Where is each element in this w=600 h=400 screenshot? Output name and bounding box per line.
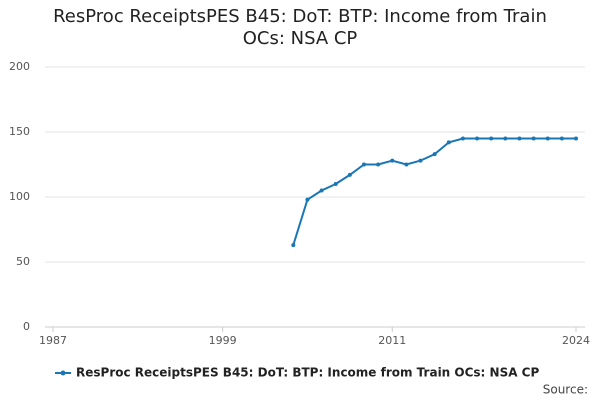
data-point — [404, 162, 409, 167]
data-point — [531, 136, 536, 141]
data-point — [376, 162, 381, 167]
y-tick-label: 100 — [9, 190, 30, 203]
data-point — [460, 136, 465, 141]
data-point — [418, 158, 423, 163]
y-tick-label: 200 — [9, 60, 30, 73]
chart-title: ResProc ReceiptsPES B45: DoT: BTP: Incom… — [53, 6, 547, 49]
x-tick-label: 1987 — [39, 334, 67, 347]
data-point — [517, 136, 522, 141]
y-tick-label: 0 — [23, 320, 30, 333]
data-point — [545, 136, 550, 141]
y-tick-label: 150 — [9, 125, 30, 138]
x-tick-label: 1999 — [209, 334, 237, 347]
legend-text: ResProc ReceiptsPES B45: DoT: BTP: Incom… — [76, 366, 539, 380]
data-point — [432, 152, 437, 157]
data-point — [333, 182, 338, 186]
source: Source: — [543, 383, 588, 397]
data-point — [559, 136, 564, 141]
data-point — [489, 136, 494, 141]
data-point — [503, 136, 508, 141]
data-point — [347, 172, 352, 177]
data-point — [305, 197, 310, 202]
data-point — [361, 162, 366, 167]
data-point — [446, 140, 451, 145]
data-point — [291, 243, 296, 248]
x-tick-label: 2011 — [378, 334, 406, 347]
legend-marker — [60, 370, 66, 376]
data-point — [574, 136, 578, 141]
data-point — [475, 136, 480, 141]
y-tick-label: 50 — [16, 255, 30, 268]
data-point — [319, 188, 324, 193]
data-point — [390, 158, 395, 163]
x-tick-label: 2024 — [562, 334, 590, 347]
